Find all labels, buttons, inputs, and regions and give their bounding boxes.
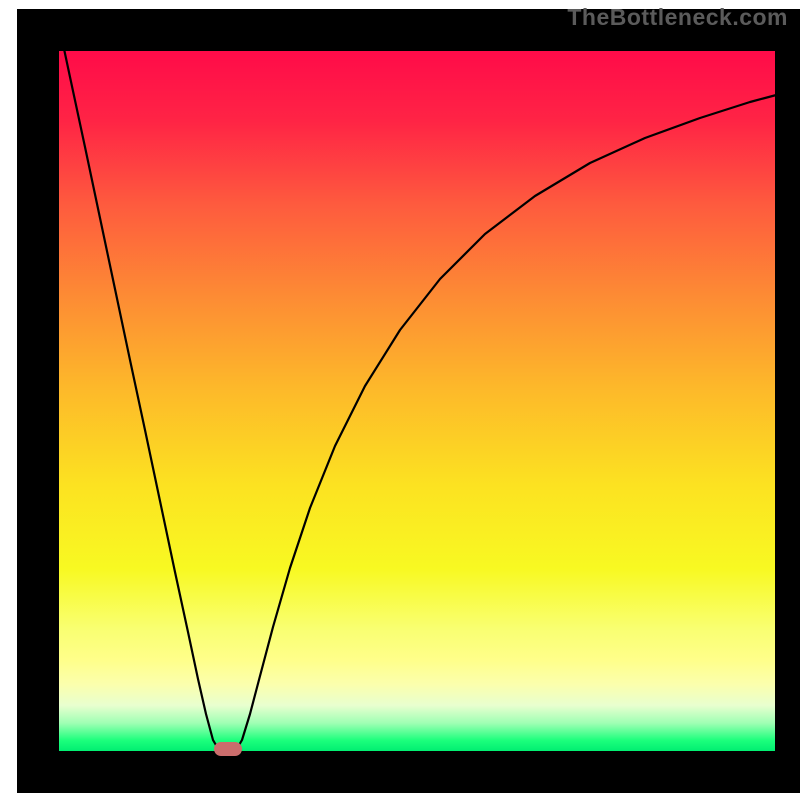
bottleneck-chart: [0, 0, 800, 800]
chart-container: TheBottleneck.com: [0, 0, 800, 800]
watermark-text: TheBottleneck.com: [567, 4, 788, 31]
optimum-marker: [214, 742, 242, 756]
plot-background: [59, 51, 775, 751]
